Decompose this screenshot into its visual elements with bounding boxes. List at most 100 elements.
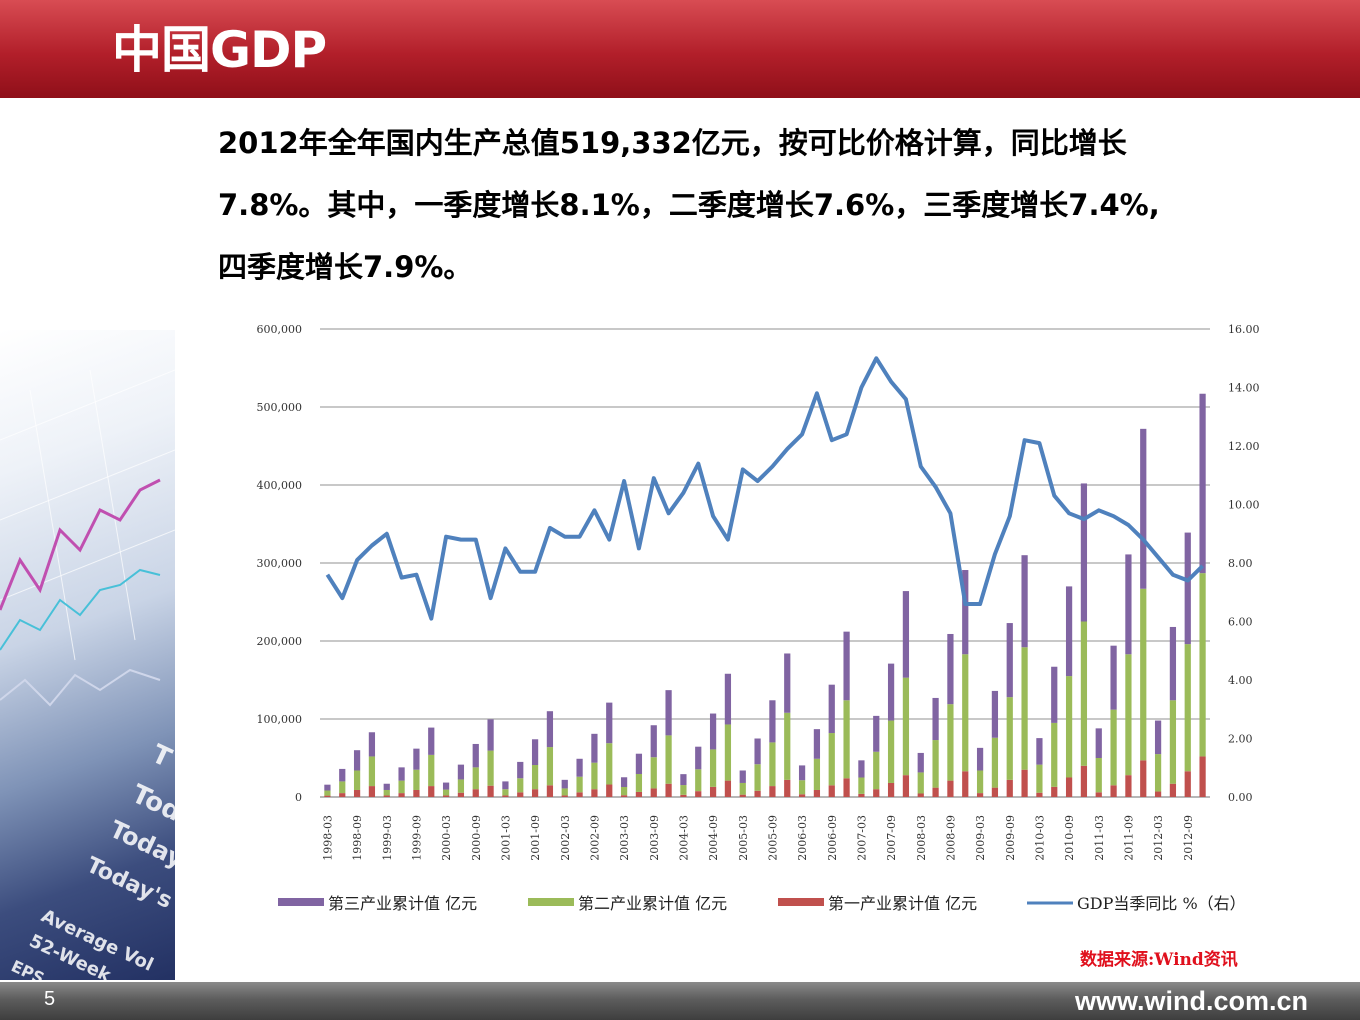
bar-segment: [1065, 586, 1073, 677]
bar-segment: [339, 781, 346, 794]
x-tick-label: 2002-09: [588, 815, 601, 861]
bar-segment: [546, 785, 554, 797]
bar-segment: [353, 770, 361, 790]
x-tick-label: 2007-09: [885, 815, 898, 861]
legend-swatch: [278, 898, 324, 906]
y-right-tick-label: 12.00: [1228, 440, 1260, 453]
bar-segment: [620, 777, 628, 788]
bar-segment: [472, 789, 479, 797]
bar-segment: [1021, 555, 1028, 648]
bar-segment: [665, 735, 672, 784]
bar-segment: [368, 756, 376, 787]
x-tick-label: 2011-03: [1093, 815, 1106, 861]
y-left-tick-label: 200,000: [257, 635, 303, 648]
bar-segment: [680, 774, 687, 786]
bar-segment: [517, 792, 524, 797]
bar-segment: [561, 779, 568, 789]
bar-segment: [784, 779, 791, 797]
bar-segment: [517, 761, 524, 779]
bar-segment: [457, 792, 465, 797]
x-tick-label: 2003-03: [618, 815, 631, 861]
bar-segment: [1080, 765, 1088, 797]
bar-segment: [591, 762, 598, 790]
svg-text:Tod: Tod: [127, 779, 175, 828]
bar-segment: [828, 785, 835, 797]
bar-segment: [442, 782, 450, 790]
bar-segment: [1080, 621, 1088, 766]
x-tick-label: 2009-09: [1004, 815, 1017, 861]
svg-text:EPS: EPS: [8, 956, 47, 980]
bar-segment: [754, 790, 761, 797]
y-left-tick-label: 500,000: [257, 401, 303, 414]
bar-segment: [606, 743, 613, 785]
bar-segment: [1199, 756, 1206, 797]
bar-segment: [502, 781, 509, 790]
bar-segment: [457, 764, 465, 780]
bar-segment: [650, 725, 657, 758]
bar-segment: [976, 747, 984, 771]
bar-segment: [635, 753, 643, 774]
bar-segment: [769, 700, 776, 743]
bar-segment: [962, 654, 969, 772]
bar-segment: [339, 793, 346, 797]
bar-segment: [917, 793, 924, 797]
legend-swatch: [778, 898, 824, 906]
y-left-tick-label: 400,000: [257, 479, 303, 492]
bar-segment: [398, 793, 405, 797]
bar-segment: [947, 780, 954, 797]
bar-segment: [487, 719, 494, 751]
bar-segment: [1199, 573, 1206, 757]
x-tick-label: 2000-03: [440, 815, 453, 861]
bar-segment: [873, 715, 880, 752]
bar-segment: [413, 748, 420, 770]
bar-segment: [650, 757, 657, 789]
y-right-tick-label: 0.00: [1228, 791, 1253, 804]
bar-segment: [858, 760, 865, 778]
x-tick-label: 2005-03: [737, 815, 750, 861]
bar-segment: [843, 700, 850, 779]
bar-segment: [383, 789, 390, 796]
bar-segment: [724, 673, 732, 725]
bar-segment: [769, 786, 776, 797]
bar-segment: [1110, 785, 1117, 797]
x-tick-label: 2003-09: [648, 815, 661, 861]
bar-segment: [591, 733, 598, 763]
bar-segment: [368, 786, 376, 797]
gdp-chart-svg: 0 100,000 200,000 300,000 400,000 500,000 600,…: [257, 323, 1260, 913]
summary-line-1: 2012年全年国内生产总值519,332亿元，按可比价格计算，同比增长: [218, 126, 1127, 160]
x-tick-label: 2002-03: [559, 815, 572, 861]
bar-segment: [398, 780, 405, 794]
slide-title: 中国GDP: [112, 21, 327, 79]
bar-segment: [620, 795, 628, 797]
bar-segment: [976, 793, 984, 797]
bar-segment: [1080, 483, 1088, 622]
bar-segment: [1006, 779, 1013, 797]
bar-segment: [991, 787, 999, 797]
bar-segment: [1051, 786, 1058, 797]
summary-line-3: 四季度增长7.9%。: [218, 250, 473, 284]
bar-segment: [413, 769, 420, 790]
bar-segment: [383, 783, 390, 790]
x-tick-label: 2007-03: [855, 815, 868, 861]
y-right-tick-label: 2.00: [1228, 733, 1253, 746]
bar-segment: [561, 795, 568, 797]
footer-bar: [0, 982, 1360, 1020]
bar-segment: [1184, 644, 1191, 772]
bar-segment: [695, 791, 702, 797]
x-tick-label: 2004-03: [677, 815, 690, 861]
bar-segment: [902, 591, 910, 678]
summary-line-2: 7.8%。其中，一季度增长8.1%，二季度增长7.6%，三季度增长7.4%,: [218, 188, 1160, 222]
bar-segment: [517, 778, 524, 793]
bar-segment: [442, 789, 450, 796]
bar-segment: [858, 793, 865, 797]
bar-segment: [339, 768, 346, 782]
bar-segment: [620, 787, 628, 796]
bar-segment: [739, 782, 746, 795]
bar-segment: [546, 711, 554, 748]
legend-label: 第二产业累计值 亿元: [578, 894, 727, 913]
bar-segment: [858, 777, 865, 794]
footer-url: www.wind.com.cn: [1074, 986, 1308, 1016]
bar-segment: [887, 663, 895, 721]
bar-segment: [1184, 771, 1191, 797]
bar-segment: [813, 789, 821, 797]
